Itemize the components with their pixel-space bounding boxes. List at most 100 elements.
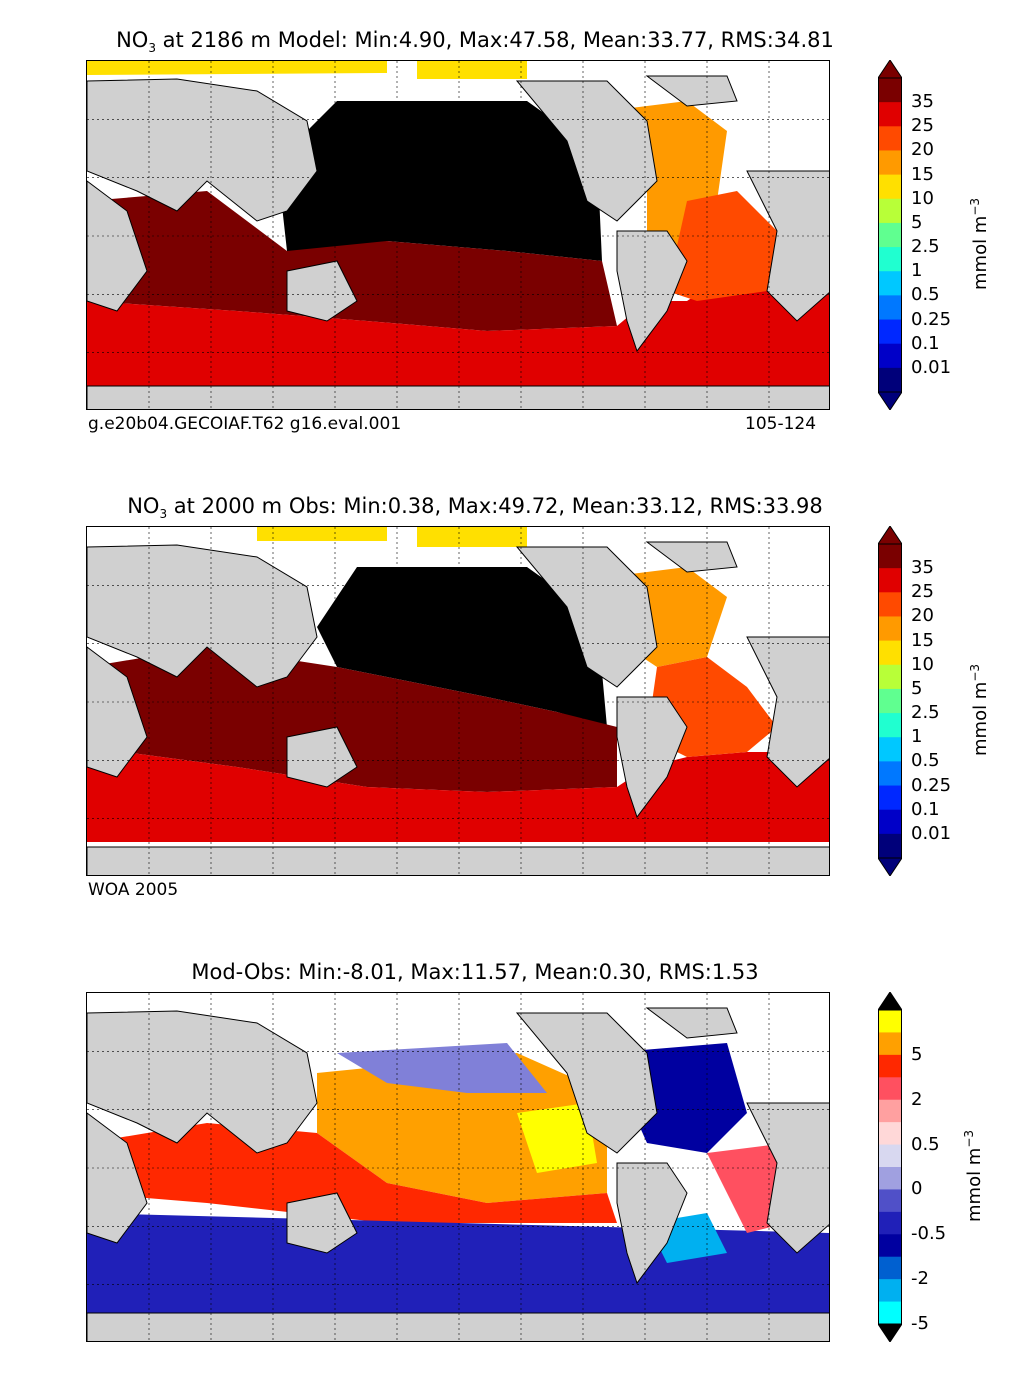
panel2-colorbar-svg <box>877 525 903 877</box>
panel3-gridlines <box>87 993 829 1341</box>
colorbar-segment <box>878 761 902 787</box>
panel1-footer-run: g.e20b04.GECOIAF.T62 g16.eval.001 <box>88 414 402 434</box>
panel1-land <box>87 75 829 409</box>
colorbar-tick-label: 5 <box>911 1043 923 1065</box>
panel3-africa-east <box>746 1102 829 1254</box>
colorbar-tick-label: 0.25 <box>911 308 952 330</box>
panel2-footer-source: WOA 2005 <box>88 880 179 900</box>
panel3-colorbar-svg <box>877 991 903 1343</box>
panel1-unit-text: mmol m <box>970 215 991 290</box>
colorbar-tick-label: 0.01 <box>911 356 952 378</box>
panel1-gridlines <box>87 61 829 409</box>
colorbar-segment <box>878 568 902 593</box>
colorbar-segment <box>878 1256 902 1280</box>
colorbar-segment <box>878 78 902 103</box>
colorbar-tick-label: 2.5 <box>911 236 940 258</box>
panel3-africa <box>87 1112 148 1244</box>
panel2-greenland <box>645 541 738 573</box>
panel3-difference-map <box>86 992 830 1342</box>
colorbar-tick-label: 20 <box>911 139 934 161</box>
panel1-arctic-field <box>87 61 527 79</box>
panel1-greenland <box>645 75 738 107</box>
colorbar-tick-label: 5 <box>911 211 923 233</box>
panel2-indo-pacific-field <box>87 647 617 792</box>
panel2-title-text: at 2000 m Obs: Min:0.38, Max:49.72, Mean… <box>167 494 823 518</box>
colorbar-extend-max <box>877 991 903 1011</box>
panel1-map-svg <box>87 61 829 409</box>
panel3-north-america <box>515 1012 658 1154</box>
panel1-title-subscript: 3 <box>148 41 156 56</box>
panel1-title-species: NO <box>116 28 149 52</box>
colorbar-segment <box>878 1077 902 1101</box>
panel2-map-svg <box>87 527 829 875</box>
colorbar-segment <box>878 1211 902 1235</box>
panel3-unit-sup: −3 <box>962 1129 976 1148</box>
panel2-antarctica <box>87 846 829 875</box>
panel3-colorbar <box>877 991 903 1343</box>
colorbar-tick-label: 0.5 <box>911 284 940 306</box>
panel1-australia <box>286 260 358 322</box>
colorbar-frame <box>878 77 902 393</box>
colorbar-extend-min <box>877 857 903 877</box>
panel1-unit-sup: −3 <box>968 197 982 216</box>
panel3-eurasia <box>87 1010 318 1154</box>
colorbar-segment <box>878 222 902 248</box>
colorbar-segment <box>878 247 902 272</box>
panel1-north-america <box>515 80 658 222</box>
colorbar-tick-label: 0.25 <box>911 774 952 796</box>
panel1-footer-years: 105-124 <box>745 414 817 434</box>
panel1-title-text: at 2186 m Model: Min:4.90, Max:47.58, Me… <box>155 28 834 52</box>
panel2-eurasia <box>87 544 318 688</box>
panel2-australia <box>286 726 358 788</box>
colorbar-segment <box>878 544 902 569</box>
colorbar-segment <box>878 640 902 666</box>
panel3-indo-pacific-positive-field <box>87 1123 617 1223</box>
panel1-africa-east <box>746 170 829 322</box>
panel2-gridlines <box>87 527 829 875</box>
colorbar-tick-label: 10 <box>911 187 934 209</box>
colorbar-tick-label: 25 <box>911 115 934 137</box>
panel2-colorbar <box>877 525 903 877</box>
colorbar-segment <box>878 1189 902 1213</box>
panel2-title: NO3 at 2000 m Obs: Min:0.38, Max:49.72, … <box>0 494 950 521</box>
colorbar-extend-min <box>877 391 903 411</box>
panel3-australia <box>286 1192 358 1254</box>
colorbar-segment <box>878 271 902 296</box>
colorbar-extend-max <box>877 59 903 79</box>
panel3-map-svg <box>87 993 829 1341</box>
colorbar-tick-label: 35 <box>911 557 934 579</box>
colorbar-segment <box>878 688 902 714</box>
colorbar-segment <box>878 319 902 345</box>
panel2-obs-map <box>86 526 830 876</box>
panel3-north-pacific-negative-field <box>337 1043 547 1093</box>
colorbar-segment <box>878 102 902 127</box>
panel3-title: Mod-Obs: Min:-8.01, Max:11.57, Mean:0.30… <box>191 960 759 984</box>
colorbar-segment <box>878 1010 902 1033</box>
colorbar-tick-label: 5 <box>911 677 923 699</box>
panel1-colorbar-unit: mmol m−3 <box>968 198 991 290</box>
colorbar-tick-label: 25 <box>911 581 934 603</box>
panel2-north-america <box>515 546 658 688</box>
panel2-title-species: NO <box>127 494 160 518</box>
colorbar-tick-label: 2.5 <box>911 702 940 724</box>
panel2-africa <box>87 646 148 778</box>
colorbar-tick-label: 1 <box>911 260 923 282</box>
colorbar-tick-label: 35 <box>911 91 934 113</box>
panel1-africa <box>87 180 148 312</box>
panel1-colorbar-svg <box>877 59 903 411</box>
colorbar-tick-label: 20 <box>911 605 934 627</box>
panel1-south-america <box>616 230 688 353</box>
colorbar-segment <box>878 616 902 642</box>
colorbar-tick-label: 15 <box>911 163 934 185</box>
colorbar-segment <box>878 1301 902 1325</box>
colorbar-segment <box>878 343 902 369</box>
panel1-south-atlantic-field <box>667 191 777 301</box>
colorbar-segment <box>878 1144 902 1168</box>
colorbar-segment <box>878 174 902 200</box>
panel2-north-pacific-field <box>317 567 607 727</box>
colorbar-segment <box>878 785 902 811</box>
panel3-unit-text: mmol m <box>964 1147 985 1222</box>
colorbar-tick-label: 0.1 <box>911 798 940 820</box>
colorbar-frame <box>878 543 902 859</box>
panel2-arctic-field <box>257 527 527 547</box>
